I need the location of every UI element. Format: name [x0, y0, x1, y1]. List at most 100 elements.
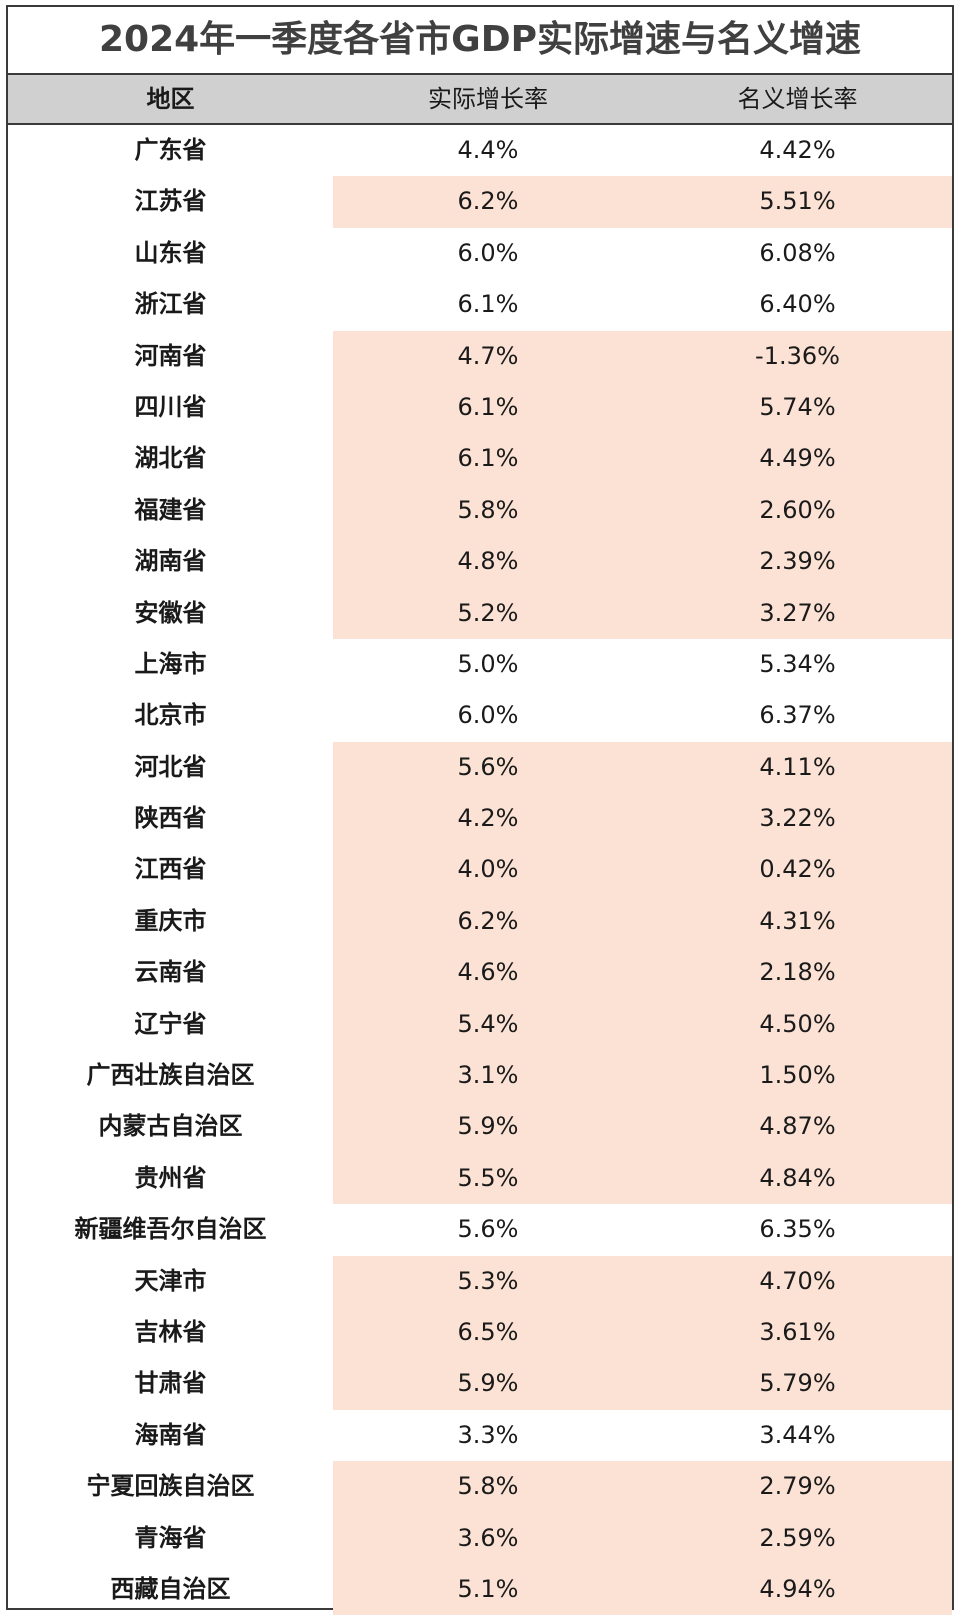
- nominal-growth-cell: 6.40%: [759, 290, 836, 319]
- region-cell: 广西壮族自治区: [86, 1061, 255, 1090]
- nominal-growth-cell: 2.79%: [643, 1461, 952, 1513]
- table-title: 2024年一季度各省市GDP实际增速与名义增速: [8, 7, 952, 75]
- nominal-growth-cell: 6.35%: [759, 1215, 836, 1244]
- table-body: 广东省 4.4% 4.42% 江苏省 6.2% 5.51% 山东省 6.0% 6.08% 浙江省 6…: [8, 125, 952, 1616]
- nominal-growth-cell: 5.34%: [759, 649, 836, 678]
- header-nominal-growth: 名义增长率: [737, 85, 858, 113]
- table-row: 海南省 3.3% 3.44%: [8, 1410, 952, 1461]
- table-row: 青海省 3.6% 2.59%: [8, 1512, 952, 1564]
- table-row: 湖南省 4.8% 2.39%: [8, 536, 952, 588]
- table-row: 广东省 4.4% 4.42%: [8, 125, 952, 176]
- region-cell: 湖南省: [134, 547, 207, 576]
- real-growth-cell: 6.2%: [333, 895, 643, 948]
- real-growth-cell: 6.1%: [333, 433, 643, 485]
- table-row: 宁夏回族自治区 5.8% 2.79%: [8, 1461, 952, 1513]
- region-cell: 天津市: [134, 1266, 207, 1295]
- table-row: 天津市 5.3% 4.70%: [8, 1255, 952, 1307]
- region-cell: 青海省: [134, 1523, 207, 1552]
- region-cell: 贵州省: [134, 1163, 207, 1192]
- table-row: 甘肃省 5.9% 5.79%: [8, 1358, 952, 1410]
- region-cell: 内蒙古自治区: [98, 1112, 243, 1141]
- region-cell: 福建省: [134, 495, 207, 524]
- nominal-growth-cell: 0.42%: [643, 844, 952, 896]
- region-cell: 安徽省: [134, 598, 207, 627]
- table-row: 四川省 6.1% 5.74%: [8, 381, 952, 434]
- real-growth-cell: 6.1%: [333, 381, 643, 434]
- table-row: 陕西省 4.2% 3.22%: [8, 793, 952, 845]
- real-growth-cell: 5.0%: [457, 649, 519, 678]
- region-cell: 新疆维吾尔自治区: [74, 1215, 267, 1244]
- nominal-growth-cell: 4.42%: [759, 136, 836, 164]
- nominal-growth-cell: 4.87%: [643, 1101, 952, 1153]
- nominal-growth-cell: 3.44%: [759, 1420, 836, 1449]
- real-growth-cell: 6.0%: [457, 701, 519, 730]
- nominal-growth-cell: 3.61%: [643, 1306, 952, 1359]
- real-growth-cell: 5.3%: [333, 1255, 643, 1307]
- nominal-growth-cell: 1.50%: [643, 1050, 952, 1102]
- real-growth-cell: 4.8%: [333, 536, 643, 588]
- nominal-growth-cell: 4.50%: [643, 998, 952, 1051]
- nominal-growth-cell: 6.37%: [759, 701, 836, 730]
- gdp-table: 2024年一季度各省市GDP实际增速与名义增速 地区 实际增长率 名义增长率 广…: [6, 5, 954, 1616]
- real-growth-cell: 6.5%: [333, 1306, 643, 1359]
- table-row: 江西省 4.0% 0.42%: [8, 844, 952, 896]
- real-growth-cell: 5.5%: [333, 1152, 643, 1205]
- nominal-growth-cell: 2.60%: [643, 484, 952, 537]
- table-row: 江苏省 6.2% 5.51%: [8, 176, 952, 228]
- real-growth-cell: 5.4%: [333, 998, 643, 1051]
- real-growth-cell: 4.6%: [333, 947, 643, 999]
- region-cell: 吉林省: [134, 1317, 207, 1346]
- table-row: 西藏自治区 5.1% 4.94%: [8, 1563, 952, 1616]
- real-growth-cell: 4.2%: [333, 793, 643, 845]
- nominal-growth-cell: 5.79%: [643, 1358, 952, 1410]
- table-row: 上海市 5.0% 5.34%: [8, 639, 952, 690]
- nominal-growth-cell: 2.39%: [643, 536, 952, 588]
- region-cell: 北京市: [134, 701, 207, 730]
- nominal-growth-cell: 4.70%: [643, 1255, 952, 1307]
- table-row: 山东省 6.0% 6.08%: [8, 228, 952, 279]
- nominal-growth-cell: 3.27%: [643, 587, 952, 639]
- region-cell: 湖北省: [134, 444, 207, 473]
- real-growth-cell: 6.0%: [457, 238, 519, 267]
- real-growth-cell: 5.8%: [333, 1461, 643, 1513]
- real-growth-cell: 5.9%: [333, 1358, 643, 1410]
- table-row: 安徽省 5.2% 3.27%: [8, 587, 952, 639]
- real-growth-cell: 3.1%: [333, 1050, 643, 1102]
- table-row: 辽宁省 5.4% 4.50%: [8, 998, 952, 1051]
- real-growth-cell: 6.1%: [457, 290, 519, 319]
- region-cell: 宁夏回族自治区: [86, 1472, 255, 1501]
- nominal-growth-cell: 4.31%: [643, 895, 952, 948]
- region-cell: 河南省: [134, 341, 207, 370]
- table-header-row: 地区 实际增长率 名义增长率: [8, 75, 952, 125]
- region-cell: 江西省: [134, 855, 207, 884]
- nominal-growth-cell: -1.36%: [643, 330, 952, 382]
- table-row: 贵州省 5.5% 4.84%: [8, 1152, 952, 1205]
- real-growth-cell: 4.4%: [457, 136, 519, 164]
- header-real-growth: 实际增长率: [428, 85, 548, 113]
- real-growth-cell: 5.1%: [333, 1563, 643, 1616]
- real-growth-cell: 5.9%: [333, 1101, 643, 1153]
- table-row: 湖北省 6.1% 4.49%: [8, 433, 952, 485]
- region-cell: 甘肃省: [134, 1369, 207, 1398]
- region-cell: 西藏自治区: [110, 1574, 231, 1603]
- real-growth-cell: 6.2%: [333, 176, 643, 228]
- region-cell: 海南省: [134, 1420, 207, 1449]
- table-row: 广西壮族自治区 3.1% 1.50%: [8, 1050, 952, 1102]
- region-cell: 江苏省: [134, 187, 207, 216]
- nominal-growth-cell: 5.74%: [643, 381, 952, 434]
- nominal-growth-cell: 4.11%: [643, 741, 952, 794]
- table-row: 内蒙古自治区 5.9% 4.87%: [8, 1101, 952, 1153]
- nominal-growth-cell: 5.51%: [643, 176, 952, 228]
- real-growth-cell: 5.2%: [333, 587, 643, 639]
- table-row: 北京市 6.0% 6.37%: [8, 690, 952, 741]
- region-cell: 陕西省: [134, 804, 207, 833]
- region-cell: 四川省: [134, 392, 207, 421]
- region-cell: 上海市: [134, 649, 207, 678]
- table-row: 吉林省 6.5% 3.61%: [8, 1306, 952, 1359]
- real-growth-cell: 4.0%: [333, 844, 643, 896]
- region-cell: 山东省: [134, 238, 207, 267]
- table-row: 河南省 4.7% -1.36%: [8, 330, 952, 382]
- region-cell: 重庆市: [134, 906, 207, 935]
- region-cell: 河北省: [134, 752, 207, 781]
- nominal-growth-cell: 2.59%: [643, 1512, 952, 1564]
